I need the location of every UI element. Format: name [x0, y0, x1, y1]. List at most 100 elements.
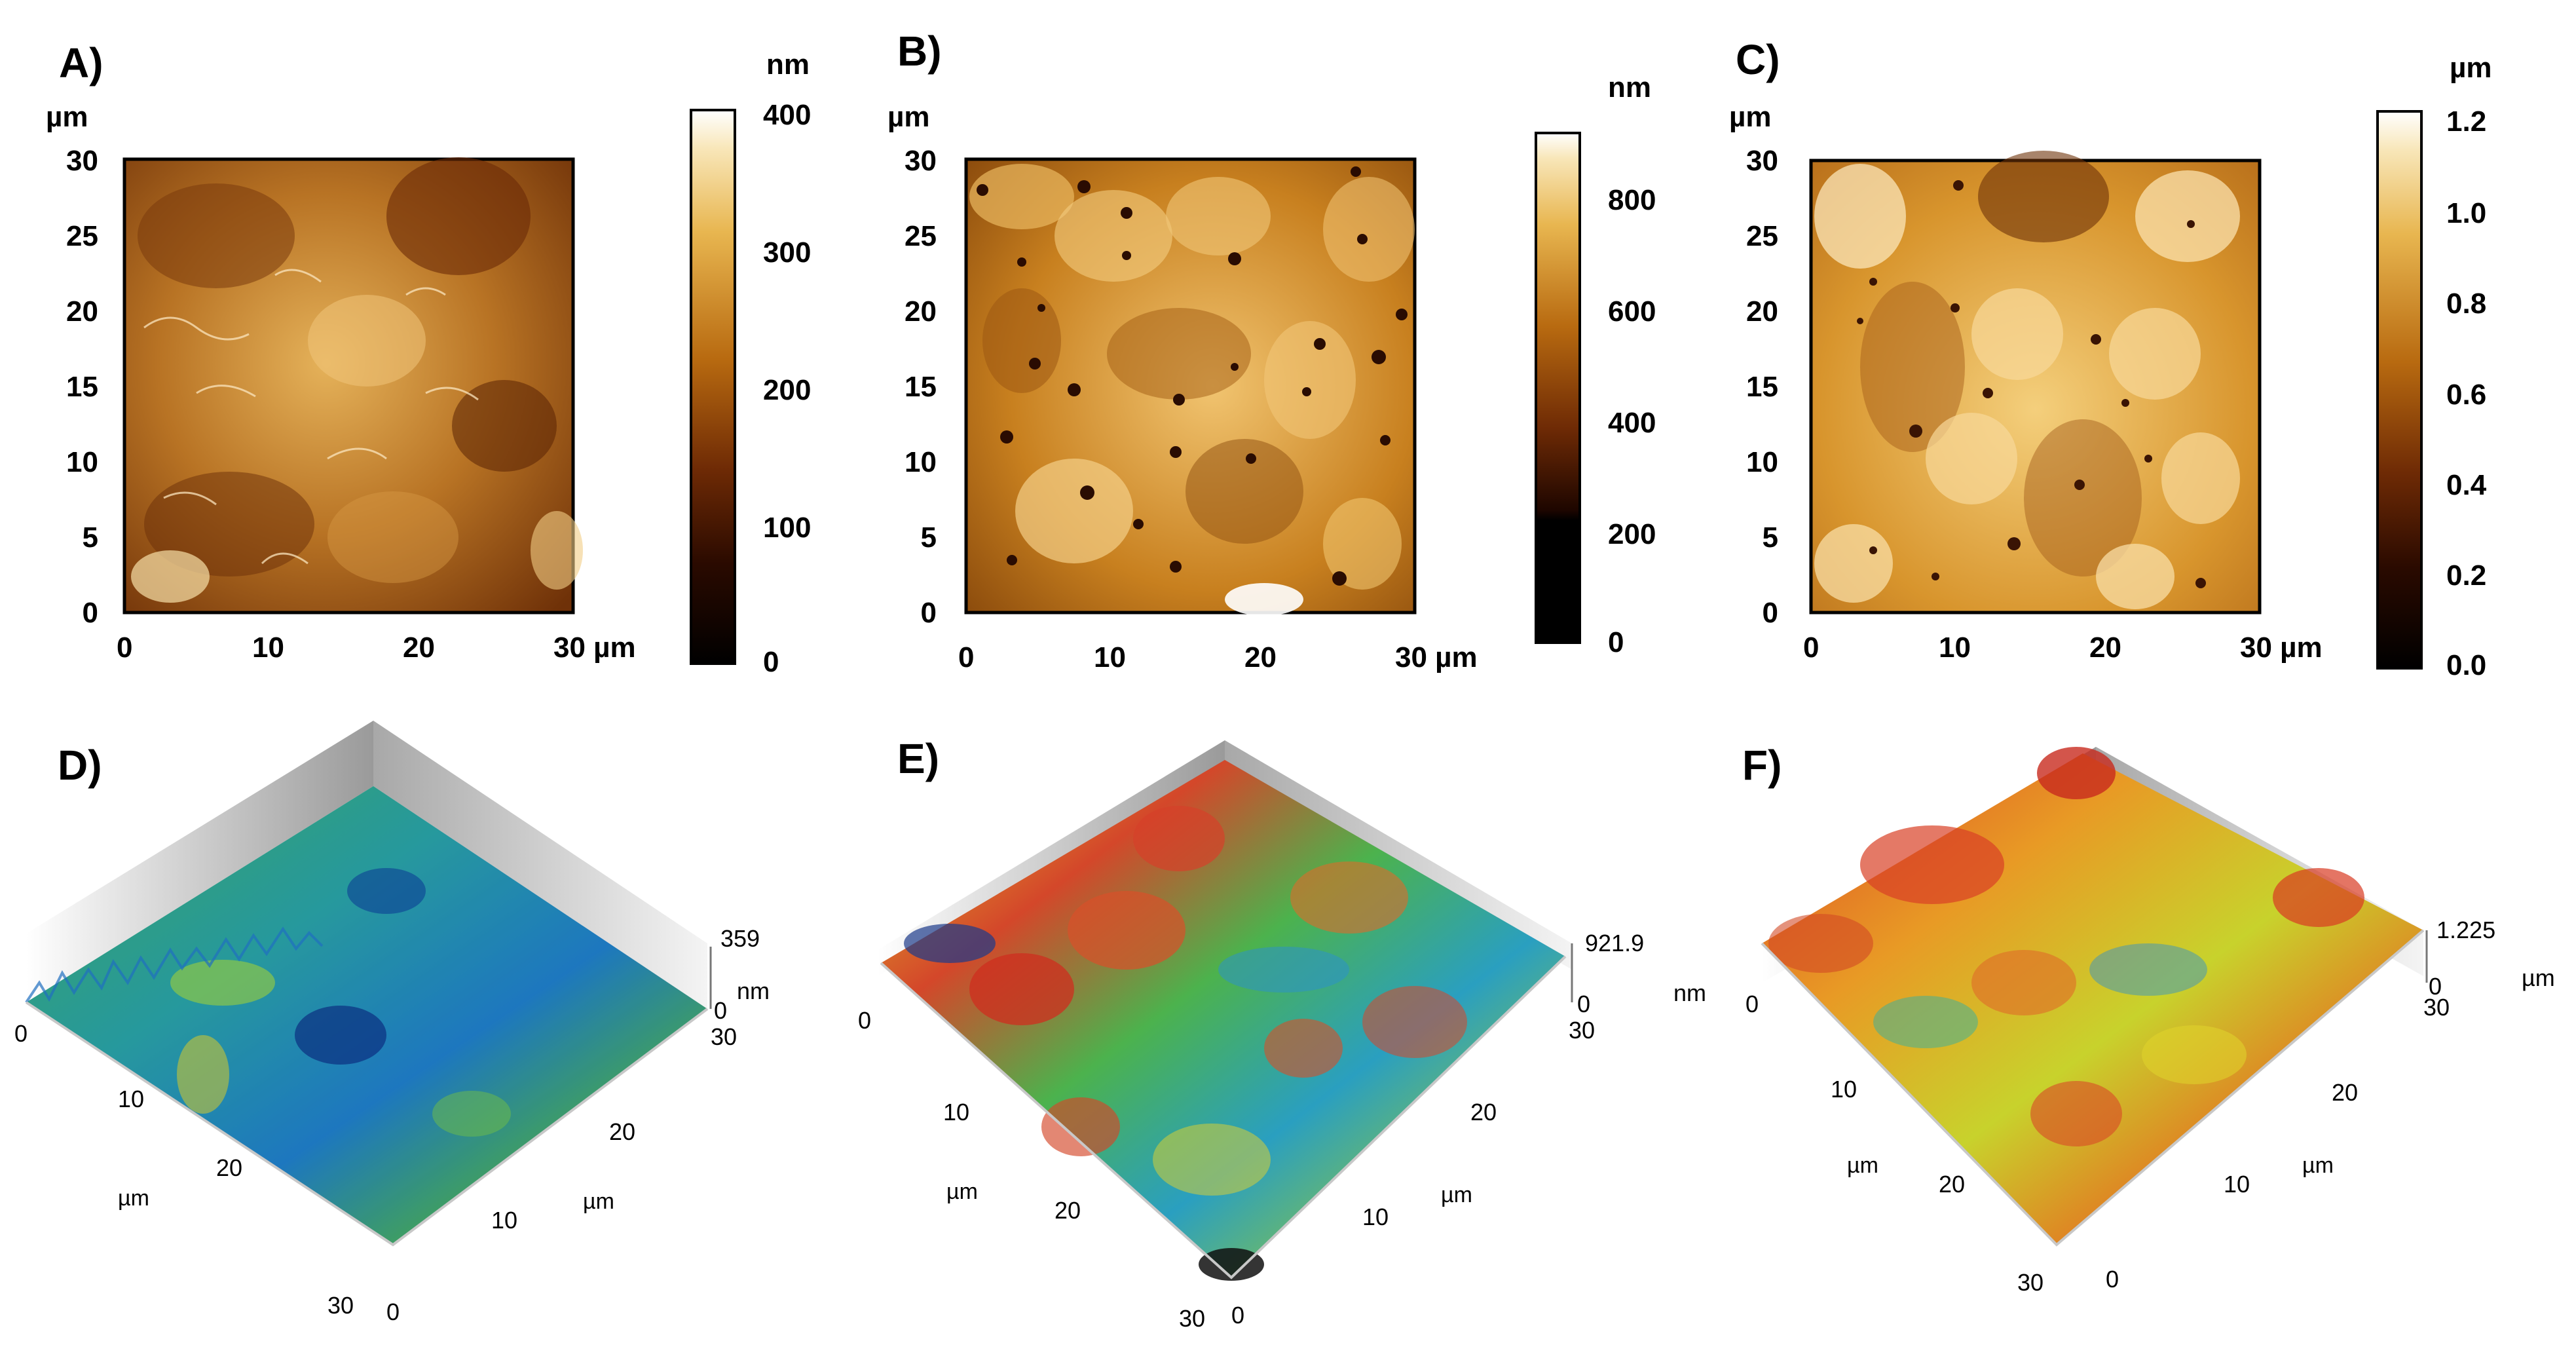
y-tick: 20 [1746, 295, 1778, 328]
axis-tick: 10 [943, 1099, 969, 1126]
x-axis-ticks: 0 10 20 30 µm [117, 632, 636, 664]
colorbar-tick: 1.0 [2446, 197, 2486, 229]
x-tick: 20 [2089, 632, 2121, 664]
axis-unit: µm [1441, 1182, 1472, 1207]
colorbar: nm 0 200 400 600 800 [1535, 71, 1656, 658]
colorbar-tick: 1.2 [2446, 105, 2486, 138]
axis-tick: 20 [1055, 1197, 1081, 1224]
x-tick: 10 [1094, 641, 1126, 673]
axis-tick: 0 [858, 1007, 871, 1034]
x-tick: 10 [1939, 632, 1971, 664]
axis-unit: µm [1729, 101, 1771, 133]
y-tick: 5 [1763, 521, 1778, 554]
axis-unit: µm [118, 1186, 149, 1211]
colorbar: µm 0.0 0.2 0.4 0.6 0.8 1.0 1.2 [2376, 52, 2492, 681]
y-tick: 25 [905, 220, 937, 252]
panel-f: F) 1.225 0 µm 0 10 20 30 µm [1742, 742, 2555, 1296]
z-max-label: 1.225 [2436, 917, 2495, 943]
y-tick: 0 [921, 597, 937, 629]
colorbar: nm 0 100 200 300 400 [690, 48, 811, 678]
colorbar-tick: 200 [1608, 518, 1656, 550]
panel-d: A) D) 359 0 nm 0 10 20 30 µm [14, 721, 770, 1325]
left-axis-ticks: 0 10 20 30 µm [858, 1007, 1205, 1332]
axis-tick: 30 [1179, 1305, 1205, 1332]
panel-label: E) [897, 735, 939, 782]
z-min-label: 0 [2429, 973, 2442, 1000]
y-axis-ticks: 0 5 10 15 20 25 30 [66, 145, 98, 629]
z-min-label: 0 [1577, 991, 1590, 1017]
y-tick: 15 [1746, 371, 1778, 403]
axis-unit: µm [946, 1179, 978, 1204]
axis-tick: 0 [14, 1020, 28, 1047]
axis-unit: µm [887, 101, 929, 133]
y-axis-ticks: 0 5 10 15 20 25 30 [905, 145, 937, 629]
axis-tick: 10 [1831, 1076, 1857, 1103]
surface-3d-plot [878, 740, 1573, 1281]
x-tick: 30 µm [2240, 632, 2323, 664]
afm-height-map [1809, 151, 2262, 615]
y-tick: 0 [83, 597, 98, 629]
axis-tick: 20 [1470, 1099, 1497, 1126]
panel-b: B) µm [887, 28, 1656, 673]
y-tick: 15 [905, 371, 937, 403]
axis-tick: 0 [386, 1298, 400, 1325]
y-tick: 10 [905, 446, 937, 478]
z-unit-label: µm [2522, 964, 2555, 991]
surface-3d-plot [1761, 747, 2428, 1247]
y-tick: 15 [66, 371, 98, 403]
y-tick: 30 [1746, 145, 1778, 177]
x-tick: 0 [958, 641, 974, 673]
axis-tick: 0 [1231, 1302, 1244, 1329]
axis-tick: 30 [1569, 1017, 1595, 1044]
colorbar-tick: 0.0 [2446, 649, 2486, 681]
axis-tick: 20 [1939, 1171, 1965, 1198]
axis-tick: 30 [711, 1023, 737, 1050]
axis-unit: µm [1847, 1153, 1878, 1178]
y-tick: 30 [905, 145, 937, 177]
colorbar-tick: 0 [763, 646, 779, 678]
colorbar-unit: nm [1608, 71, 1651, 104]
y-tick: 20 [66, 295, 98, 328]
axis-tick: 20 [216, 1154, 242, 1181]
colorbar-tick: 600 [1608, 295, 1656, 328]
x-tick: 20 [1244, 641, 1277, 673]
colorbar-tick: 0.4 [2446, 469, 2487, 501]
right-axis-ticks: 0 10 20 30 µm [2106, 994, 2450, 1293]
axis-tick: 0 [1745, 991, 1759, 1017]
axis-tick: 10 [1362, 1203, 1389, 1230]
colorbar-tick: 0.8 [2446, 288, 2486, 320]
x-tick: 0 [1803, 632, 1819, 664]
left-axis-ticks: 0 10 20 30 µm [1745, 991, 2044, 1296]
x-tick: 30 µm [1395, 641, 1478, 673]
z-max-label: 359 [720, 925, 760, 952]
z-axis-labels: 1.225 0 µm [2429, 917, 2555, 1000]
panel-label: F) [1742, 742, 1782, 789]
colorbar-tick: 400 [763, 99, 811, 131]
colorbar-tick: 0 [1608, 626, 1624, 658]
panel-e: E) 921.9 0 nm 0 10 20 [858, 735, 1706, 1332]
axis-tick: 20 [2332, 1079, 2358, 1106]
axis-unit: µm [583, 1189, 614, 1214]
panel-label: B) [897, 28, 942, 75]
colorbar-tick: 800 [1608, 184, 1656, 216]
axis-tick: 30 [327, 1292, 354, 1319]
colorbar-tick: 400 [1608, 407, 1656, 439]
y-tick: 5 [83, 521, 98, 554]
x-tick: 0 [117, 632, 132, 664]
axis-tick: 30 [2423, 994, 2450, 1021]
surface-3d-plot [25, 721, 712, 1247]
panel-label: D) [58, 742, 102, 789]
colorbar-tick: 200 [763, 374, 811, 406]
z-axis-labels: 359 0 nm [714, 925, 770, 1024]
z-min-label: 0 [714, 997, 727, 1024]
y-tick: 30 [66, 145, 98, 177]
x-axis-ticks: 0 10 20 30 µm [958, 641, 1478, 673]
axis-tick: 20 [609, 1118, 635, 1145]
z-unit-label: nm [737, 977, 770, 1004]
axis-unit: µm [46, 101, 88, 133]
right-axis-ticks: 0 10 20 30 µm [386, 1023, 737, 1325]
axis-tick: 0 [2106, 1266, 2119, 1293]
y-tick: 10 [1746, 446, 1778, 478]
left-axis-ticks: 0 10 20 30 µm [14, 1020, 354, 1319]
colorbar-tick: 0.6 [2446, 379, 2486, 411]
